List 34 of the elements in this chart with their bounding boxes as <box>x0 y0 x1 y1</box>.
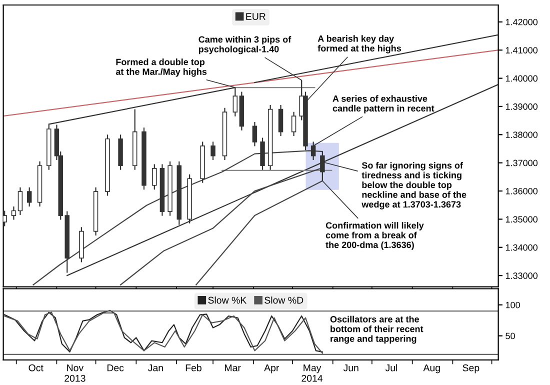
x-tick-label: Mar <box>224 364 241 372</box>
annotation: Confirmation will likely come from a break of the 200-dma (1.3636) <box>326 222 424 250</box>
y-tick-label: 100 <box>506 302 520 308</box>
x-tick-label: Dec <box>107 364 124 372</box>
legend-label: EUR <box>246 13 266 20</box>
x-tick-label: Nov 2013 <box>64 364 86 382</box>
x-tick-label: Jun <box>343 364 358 372</box>
y-tick-label: 1.42000 <box>506 18 538 26</box>
x-tick-label: Sep <box>462 364 480 374</box>
y-tick-label: 1.39000 <box>506 103 538 110</box>
y-tick-label: 1.35000 <box>506 216 538 223</box>
annotation: Oscillators are at the bottom of their recent range and tappering <box>330 316 424 344</box>
y-tick-label: 1.34000 <box>506 244 538 251</box>
y-tick-label: 1.40000 <box>506 75 538 82</box>
x-tick-label: May 2014 <box>302 364 323 382</box>
legend-label: Slow %K <box>208 296 247 304</box>
annotation: Formed a double top at the Mar./May highs <box>116 58 207 77</box>
x-tick-label: Aug <box>423 364 440 374</box>
y-tick-label: 1.38000 <box>506 132 538 138</box>
x-tick-label: Oct <box>28 364 44 372</box>
annotation: Came within 3 pips of psychological-1.40 <box>198 36 292 54</box>
x-tick-label: Feb <box>186 364 202 372</box>
annotation: A bearish key day formed at the highs <box>318 35 402 54</box>
x-tick-label: Apr <box>264 364 280 374</box>
legend-label: Slow %D <box>264 296 304 304</box>
x-tick-label: Jan <box>148 364 163 372</box>
y-tick-label: 1.37000 <box>506 160 538 166</box>
y-tick-label: 1.36000 <box>506 188 538 194</box>
x-tick-label: Jul <box>385 364 398 372</box>
y-tick-label: 1.41000 <box>506 47 538 54</box>
annotation: So far ignoring signs of tiredness and is ticking below the double top neckline and base of the wedge at 1.3703-1.3673 <box>362 162 466 210</box>
y-tick-label: 50 <box>506 332 515 340</box>
y-tick-label: 1.33000 <box>506 272 538 279</box>
annotation: A series of exhaustive candle pattern in recent <box>332 95 434 114</box>
